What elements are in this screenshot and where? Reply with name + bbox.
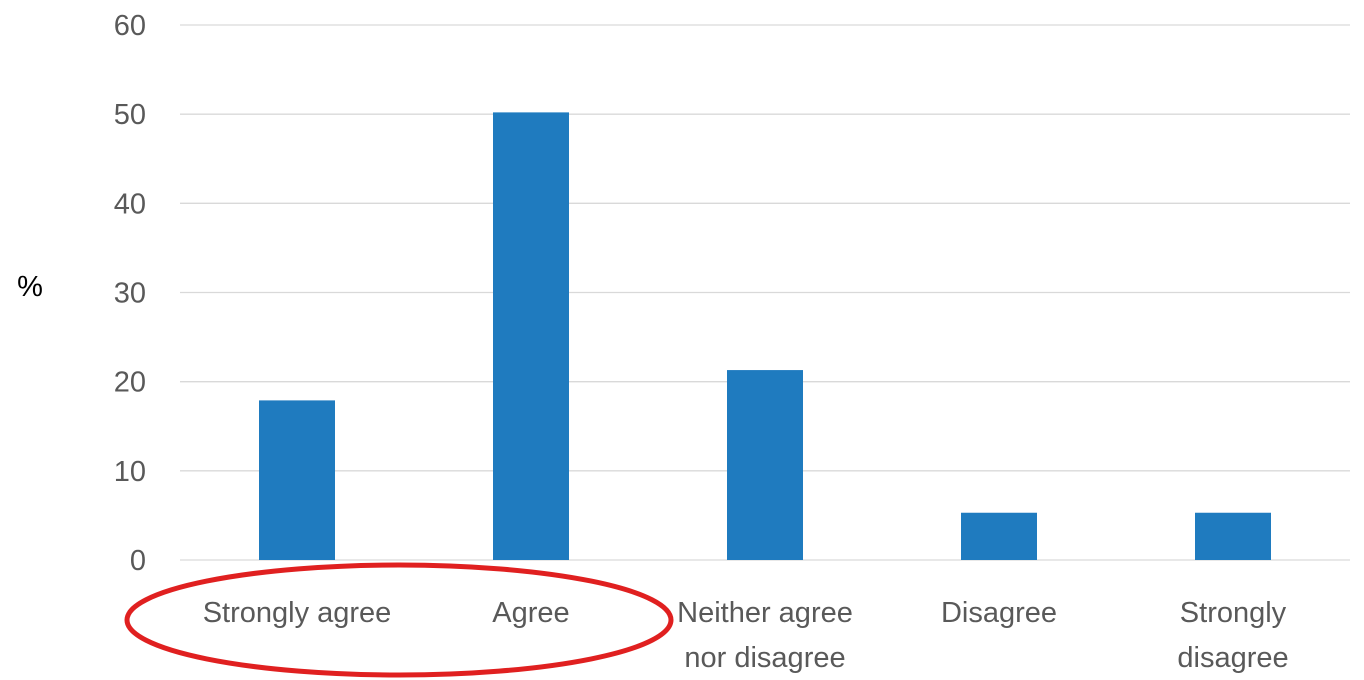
x-axis-labels: Strongly agree Agree Neither agree nor disa…	[203, 597, 1289, 674]
x-tick-label-line: Agree	[492, 597, 569, 629]
x-tick-label: Agree	[492, 597, 569, 629]
bar	[961, 512, 1037, 560]
y-tick-label: 60	[114, 10, 146, 42]
y-tick-label: 50	[114, 99, 146, 131]
x-tick-label-line: Strongly agree	[203, 597, 392, 629]
bars	[259, 112, 1271, 560]
y-tick-label: 20	[114, 367, 146, 399]
bar	[727, 370, 803, 560]
x-tick-label-line: Disagree	[941, 597, 1057, 629]
bar	[259, 400, 335, 560]
y-tick-label: 40	[114, 188, 146, 220]
bar	[493, 112, 569, 560]
x-tick-label: Neither agree nor disagree	[677, 597, 853, 674]
y-tick-label: 0	[130, 545, 146, 577]
x-tick-label: Strongly agree	[203, 597, 392, 629]
x-tick-label: Disagree	[941, 597, 1057, 629]
x-tick-label-line: disagree	[1177, 642, 1288, 674]
highlight-ellipse	[124, 562, 674, 678]
x-tick-label-line: Strongly	[1180, 597, 1287, 629]
y-axis-ticks: 0 10 20 30 40 50 60	[114, 10, 146, 577]
x-tick-label-line: nor disagree	[684, 642, 845, 674]
x-tick-label-line: Neither agree	[677, 597, 853, 629]
x-tick-label: Strongly disagree	[1177, 597, 1288, 674]
highlight-annotation	[124, 562, 674, 678]
y-tick-label: 10	[114, 456, 146, 488]
y-tick-label: 30	[114, 278, 146, 310]
bar	[1195, 512, 1271, 560]
y-axis-title: %	[17, 271, 43, 303]
